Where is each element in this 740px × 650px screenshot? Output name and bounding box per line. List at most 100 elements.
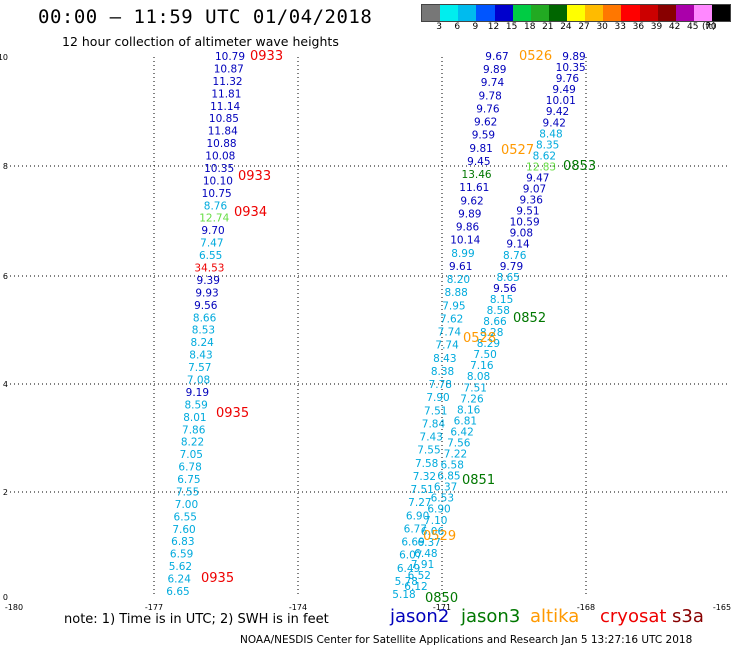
- legend-swatch: [639, 5, 658, 21]
- wave-height-label: 8.28: [480, 327, 503, 339]
- wave-height-label: 6.06: [421, 526, 445, 538]
- x-tick-label: -165: [713, 603, 731, 612]
- wave-height-label: 8.76: [503, 250, 527, 262]
- wave-height-label: 10.87: [214, 63, 244, 75]
- legend-jason3: jason3: [461, 606, 521, 627]
- wave-height-label: 7.74: [438, 327, 462, 339]
- wave-height-label: 9.56: [493, 283, 517, 295]
- wave-height-label: 8.08: [467, 371, 490, 383]
- legend-swatch: [603, 5, 622, 21]
- legend-label: 6: [454, 22, 461, 32]
- wave-height-label: 5.18: [392, 589, 415, 601]
- wave-height-label: 8.59: [184, 399, 207, 411]
- wave-height-label: 8.99: [451, 248, 474, 260]
- wave-height-label: 5.62: [169, 561, 192, 573]
- wave-height-label: 8.62: [533, 150, 556, 162]
- wave-height-label: 6.55: [199, 250, 222, 262]
- x-tick-label: -177: [145, 603, 163, 612]
- wave-height-label: 8.16: [457, 404, 481, 416]
- wave-height-label: 10.75: [202, 188, 232, 200]
- legend-label: 27: [578, 22, 590, 32]
- wave-height-label: 11.32: [213, 76, 243, 88]
- wave-height-label: 10.79: [215, 51, 245, 63]
- wave-height-label: 8.38: [431, 366, 454, 378]
- legend-swatch: [621, 5, 640, 21]
- time-label: 0528: [463, 331, 496, 346]
- wave-height-label: 7.32: [413, 471, 436, 483]
- time-label: 0933: [238, 169, 271, 184]
- wave-height-label: 7.51: [410, 484, 433, 496]
- page-subtitle: 12 hour collection of altimeter wave hei…: [62, 34, 339, 49]
- wave-height-label: 9.07: [523, 184, 546, 196]
- y-tick-label: 6: [3, 272, 8, 281]
- legend-s3a: s3a: [672, 606, 704, 627]
- wave-height-label: 8.65: [496, 272, 519, 284]
- wave-height-label: 8.24: [190, 337, 214, 349]
- wave-height-label: 9.70: [201, 225, 224, 237]
- legend-unit: (ft): [702, 22, 716, 32]
- wave-height-label: 6.90: [406, 510, 429, 522]
- wave-height-label: 7.56: [447, 437, 471, 449]
- wave-height-label: 6.85: [437, 471, 460, 483]
- legend-swatch: [458, 5, 477, 21]
- wave-height-label: 11.84: [208, 126, 238, 138]
- wave-height-label: 6.55: [174, 511, 197, 523]
- wave-height-label: 8.15: [490, 294, 513, 306]
- wave-height-label: 7.86: [182, 424, 206, 436]
- wave-height-label: 9.76: [556, 73, 580, 85]
- time-label: 0851: [462, 473, 495, 488]
- legend-label: 30: [596, 22, 608, 32]
- wave-height-label: 9.89: [562, 51, 585, 63]
- wave-height-label: 6.65: [166, 586, 189, 598]
- wave-height-label: 7.05: [180, 449, 203, 461]
- legend-label: 24: [560, 22, 572, 32]
- wave-height-label: 6.77: [404, 523, 427, 535]
- wave-height-label: 6.48: [414, 548, 437, 560]
- legend-label: 18: [523, 22, 536, 32]
- wave-height-label: 7.78: [429, 379, 452, 391]
- wave-height-label: 6.59: [170, 549, 193, 561]
- wave-height-label: 9.76: [476, 103, 500, 115]
- wave-height-label: 8.01: [183, 412, 206, 424]
- note-text: note: 1) Time is in UTC; 2) SWH is in fe…: [64, 612, 329, 627]
- color-scale-labels: 3 6 9 12 15 18 21 24 27 30 33 36 39 42 45 70: [421, 22, 729, 34]
- wave-height-label: 6.53: [431, 493, 454, 505]
- wave-height-label: 5.78: [395, 576, 418, 588]
- legend-swatch: [567, 5, 586, 21]
- legend-swatch: [440, 5, 459, 21]
- legend-label: 70: [705, 22, 717, 32]
- wave-height-label: 11.14: [210, 101, 240, 113]
- wave-height-label: 7.90: [426, 392, 449, 404]
- legend-swatch: [476, 5, 495, 21]
- wave-height-label: 9.59: [472, 130, 495, 142]
- time-label: 0526: [519, 49, 552, 64]
- y-tick-label: 2: [3, 488, 8, 497]
- legend-swatch: [585, 5, 604, 21]
- wave-height-label: 8.88: [444, 287, 467, 299]
- wave-height-label: 9.36: [520, 195, 544, 207]
- time-label: 0527: [501, 143, 534, 158]
- wave-height-label: 7.43: [420, 432, 443, 444]
- wave-height-label: 6.52: [408, 570, 431, 582]
- wave-height-label: 9.89: [483, 64, 506, 76]
- wave-height-label: 8.66: [483, 316, 507, 328]
- wave-height-label: 7.00: [175, 499, 198, 511]
- wave-height-label: 6.12: [404, 581, 427, 593]
- y-tick-label: 0: [3, 593, 8, 602]
- wave-height-label: 7.58: [415, 458, 438, 470]
- time-label: 0935: [216, 406, 249, 421]
- wave-height-label: 6.78: [178, 462, 201, 474]
- wave-height-label: 6.75: [177, 474, 200, 486]
- wave-height-label: 7.60: [172, 524, 195, 536]
- legend-swatch: [422, 5, 441, 21]
- legend-label: 3: [436, 22, 442, 32]
- wave-height-label: 9.93: [195, 287, 218, 299]
- wave-height-label: 7.62: [440, 313, 463, 325]
- wave-height-label: 9.78: [478, 90, 501, 102]
- wave-height-label: 7.51: [424, 405, 447, 417]
- wave-height-label: 7.22: [444, 449, 467, 461]
- wave-height-label: 6.42: [450, 426, 473, 438]
- legend-label: 36: [632, 22, 645, 32]
- wave-height-label: 7.74: [435, 340, 459, 352]
- legend-label: 42: [668, 22, 681, 32]
